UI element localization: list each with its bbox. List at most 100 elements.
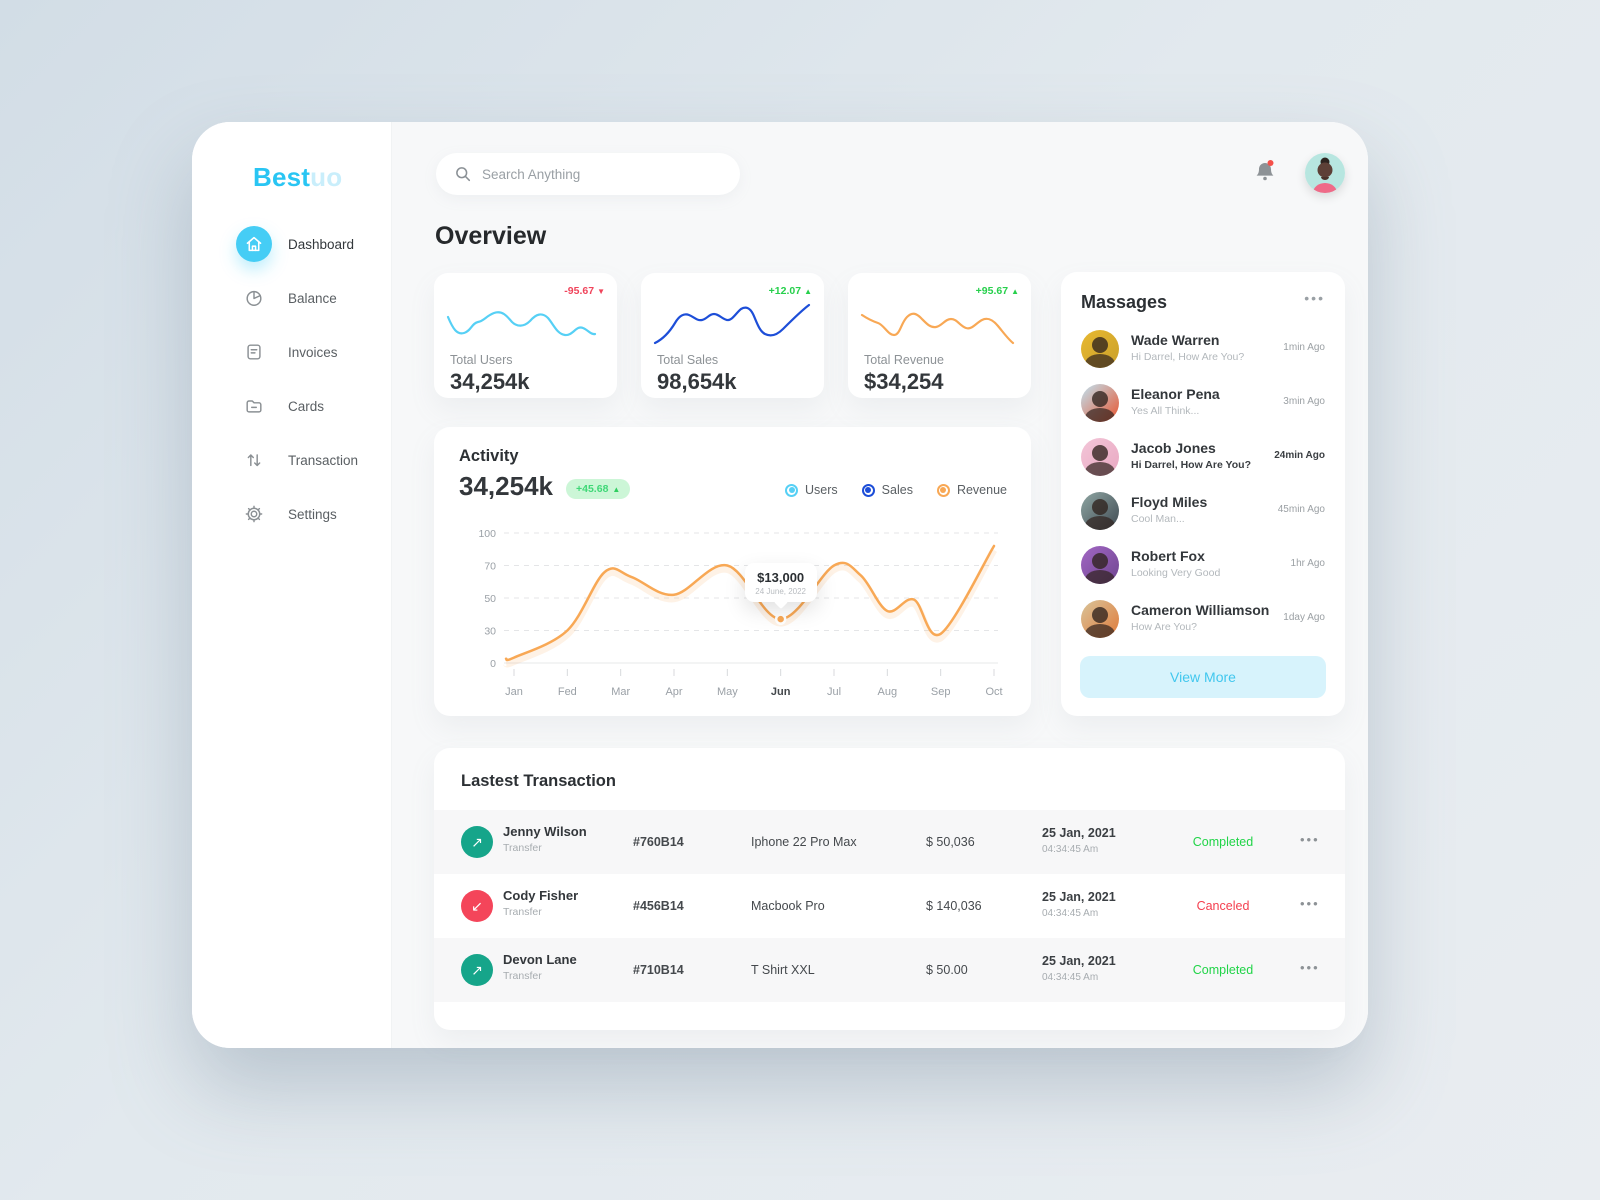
transaction-type: Transfer — [503, 970, 542, 982]
stat-card-total-users: -95.67 ▼ Total Users 34,254k — [434, 273, 617, 398]
avatar — [1081, 492, 1119, 530]
sidebar-item-label: Cards — [288, 398, 325, 414]
transaction-row[interactable]: ↗ Jenny Wilson Transfer #760B14 Iphone 2… — [434, 810, 1345, 874]
sidebar: Bestuo Dashboard Balance Invoices — [192, 122, 392, 1048]
message-item[interactable]: Eleanor Pena Yes All Think... 3min Ago — [1081, 384, 1325, 430]
transaction-product: Macbook Pro — [751, 899, 825, 913]
stat-label: Total Users — [450, 353, 513, 367]
sidebar-item-transaction[interactable]: Transaction — [236, 442, 391, 478]
svg-text:Jan: Jan — [505, 686, 523, 698]
chart-legend: Users Sales Revenue — [785, 483, 1007, 497]
main-content: Overview -95.67▼ Total Users 34,254k +12… — [392, 122, 1368, 1048]
sidebar-item-dashboard[interactable]: Dashboard — [236, 226, 391, 262]
message-preview: Yes All Think... — [1131, 405, 1200, 417]
message-item[interactable]: Wade Warren Hi Darrel, How Are You? 1min… — [1081, 330, 1325, 376]
page-title: Overview — [435, 222, 547, 250]
message-sender: Cameron Williamson — [1131, 602, 1270, 618]
stat-label: Total Sales — [657, 353, 719, 367]
home-icon — [236, 226, 272, 262]
legend-dot — [785, 483, 799, 497]
logo-text-secondary: uo — [310, 162, 343, 192]
legend-item-revenue[interactable]: Revenue — [936, 483, 1007, 497]
notification-bell-icon[interactable] — [1252, 158, 1280, 188]
status-badge: Completed — [1192, 835, 1254, 849]
avatar — [1081, 438, 1119, 476]
stat-change: +95.67 ▲ — [975, 285, 1019, 297]
transactions-title: Lastest Transaction — [461, 772, 616, 790]
svg-text:50: 50 — [484, 593, 496, 605]
stat-card-total-revenue: +95.67 ▲ Total Revenue $34,254 — [848, 273, 1031, 398]
folder-icon — [236, 388, 272, 424]
transaction-id: #456B14 — [633, 899, 684, 913]
search-icon — [454, 165, 472, 183]
transfer-in-icon: ↙ — [461, 890, 493, 922]
message-item[interactable]: Floyd Miles Cool Man... 45min Ago — [1081, 492, 1325, 538]
transaction-date: 25 Jan, 2021 — [1042, 826, 1116, 840]
transaction-row[interactable]: ↗ Devon Lane Transfer #710B14 T Shirt XX… — [434, 938, 1345, 1002]
sidebar-item-settings[interactable]: Settings — [236, 496, 391, 532]
stat-change: +12.07 ▲ — [768, 285, 812, 297]
sidebar-item-label: Settings — [288, 506, 337, 522]
message-item[interactable]: Jacob Jones Hi Darrel, How Are You? 24mi… — [1081, 438, 1325, 484]
activity-chart: 100 70 50 30 0 Jan Fed Mar Apr May Jun Jul Aug Sep Oct — [458, 523, 1007, 708]
svg-text:Oct: Oct — [985, 686, 1002, 698]
transaction-type: Transfer — [503, 906, 542, 918]
sidebar-item-invoices[interactable]: Invoices — [236, 334, 391, 370]
status-badge: Completed — [1192, 963, 1254, 977]
messages-panel: Massages ••• Wade Warren Hi Darrel, How … — [1061, 272, 1345, 716]
sidebar-item-balance[interactable]: Balance — [236, 280, 391, 316]
legend-item-sales[interactable]: Sales — [861, 483, 913, 497]
trend-arrow-icon: ▲ — [804, 286, 812, 296]
arrows-up-down-icon — [236, 442, 272, 478]
tooltip-date: 24 June, 2022 — [755, 587, 807, 597]
svg-text:100: 100 — [478, 528, 496, 540]
transaction-id: #710B14 — [633, 963, 684, 977]
legend-item-users[interactable]: Users — [785, 483, 838, 497]
transaction-date: 25 Jan, 2021 — [1042, 954, 1116, 968]
sparkline — [653, 303, 811, 345]
transaction-product: Iphone 22 Pro Max — [751, 835, 857, 849]
avatar — [1081, 330, 1119, 368]
row-menu-dots-icon[interactable]: ••• — [1300, 832, 1320, 847]
activity-change-badge: +45.68 ▲ — [566, 479, 631, 499]
message-time: 3min Ago — [1283, 396, 1325, 407]
transaction-date: 25 Jan, 2021 — [1042, 890, 1116, 904]
message-preview: Hi Darrel, How Are You? — [1131, 351, 1245, 363]
pie-chart-icon — [236, 280, 272, 316]
user-avatar[interactable] — [1305, 153, 1345, 193]
message-sender: Jacob Jones — [1131, 440, 1216, 456]
stat-change: -95.67 ▼ — [564, 285, 605, 297]
transaction-name: Jenny Wilson — [503, 824, 587, 839]
transaction-type: Transfer — [503, 842, 542, 854]
messages-menu-dots-icon[interactable]: ••• — [1304, 290, 1325, 306]
avatar — [1081, 600, 1119, 638]
status-badge: Canceled — [1196, 899, 1250, 913]
view-more-button[interactable]: View More — [1080, 656, 1326, 698]
svg-text:Jun: Jun — [771, 686, 791, 698]
row-menu-dots-icon[interactable]: ••• — [1300, 960, 1320, 975]
message-item[interactable]: Robert Fox Looking Very Good 1hr Ago — [1081, 546, 1325, 592]
message-item[interactable]: Cameron Williamson How Are You? 1day Ago — [1081, 600, 1325, 646]
message-sender: Eleanor Pena — [1131, 386, 1220, 402]
row-menu-dots-icon[interactable]: ••• — [1300, 896, 1320, 911]
legend-dot — [861, 483, 875, 497]
sidebar-item-label: Balance — [288, 290, 337, 306]
svg-text:May: May — [717, 686, 738, 698]
sidebar-item-cards[interactable]: Cards — [236, 388, 391, 424]
svg-text:70: 70 — [484, 561, 496, 573]
message-preview: Looking Very Good — [1131, 567, 1221, 579]
transaction-amount: $ 140,036 — [926, 899, 982, 913]
transaction-row[interactable]: ↙ Cody Fisher Transfer #456B14 Macbook P… — [434, 874, 1345, 938]
logo-text-primary: Best — [253, 162, 311, 192]
search-bar — [436, 153, 740, 195]
message-time: 1day Ago — [1283, 612, 1325, 623]
transaction-id: #760B14 — [633, 835, 684, 849]
legend-dot — [936, 483, 950, 497]
avatar — [1081, 384, 1119, 422]
svg-text:30: 30 — [484, 626, 496, 638]
chart-tooltip: $13,000 24 June, 2022 — [744, 563, 817, 603]
search-input[interactable] — [482, 166, 712, 182]
transaction-amount: $ 50.00 — [926, 963, 968, 977]
stat-value: 34,254k — [450, 369, 530, 394]
trend-arrow-icon: ▼ — [597, 286, 605, 296]
